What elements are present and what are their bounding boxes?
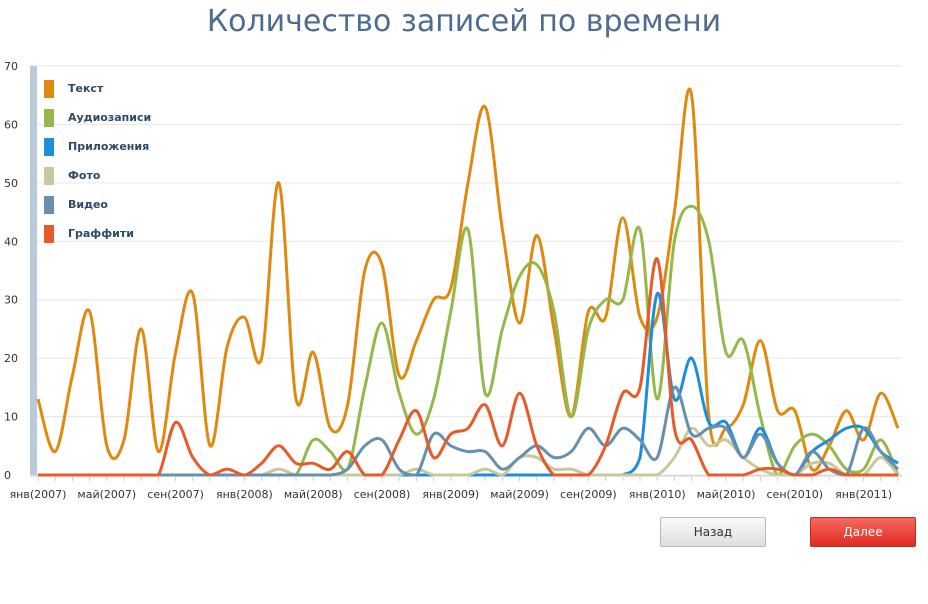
next-button[interactable]: Далее xyxy=(810,517,916,547)
y-tick-label: 60 xyxy=(4,118,18,131)
legend-label: Аудиозаписи xyxy=(68,111,152,124)
x-tick-label: сен(2010) xyxy=(767,488,824,501)
x-tick-label: сен(2007) xyxy=(147,488,204,501)
y-tick-label: 0 xyxy=(4,469,11,482)
legend-swatch xyxy=(44,166,54,185)
legend-item[interactable]: Текст xyxy=(44,74,151,103)
x-tick-label: янв(2010) xyxy=(629,488,686,501)
x-tick-label: май(2007) xyxy=(77,488,136,501)
x-tick-label: янв(2007) xyxy=(10,488,67,501)
x-tick-label: май(2010) xyxy=(697,488,756,501)
x-tick-label: янв(2008) xyxy=(216,488,273,501)
legend-item[interactable]: Приложения xyxy=(44,132,151,161)
legend: Текст Аудиозаписи Приложения Фото Видео Графф… xyxy=(44,74,151,248)
legend-label: Фото xyxy=(68,169,101,182)
legend-swatch xyxy=(44,79,54,98)
legend-label: Текст xyxy=(68,82,104,95)
legend-item[interactable]: Граффити xyxy=(44,219,151,248)
x-tick-label: май(2009) xyxy=(490,488,549,501)
y-tick-label: 50 xyxy=(4,177,18,190)
legend-label: Приложения xyxy=(68,140,150,153)
y-tick-label: 30 xyxy=(4,294,18,307)
legend-item[interactable]: Видео xyxy=(44,190,151,219)
y-axis-bar xyxy=(30,66,37,475)
x-tick-label: янв(2009) xyxy=(422,488,479,501)
y-tick-label: 20 xyxy=(4,352,18,365)
series-line-4 xyxy=(37,385,900,477)
chart-title: Количество записей по времени xyxy=(206,4,722,39)
series-line-5 xyxy=(37,257,898,477)
back-button[interactable]: Назад xyxy=(660,517,766,547)
legend-label: Граффити xyxy=(68,227,134,240)
series-line-0 xyxy=(36,87,900,472)
x-tick-label: сен(2009) xyxy=(560,488,617,501)
legend-swatch xyxy=(44,108,54,127)
x-tick-label: сен(2008) xyxy=(354,488,411,501)
legend-swatch xyxy=(44,224,54,243)
y-tick-label: 40 xyxy=(4,235,18,248)
x-tick-label: янв(2011) xyxy=(835,488,892,501)
y-tick-label: 10 xyxy=(4,411,18,424)
legend-item[interactable]: Фото xyxy=(44,161,151,190)
series-line-1 xyxy=(37,204,900,477)
legend-swatch xyxy=(44,195,54,214)
y-tick-label: 70 xyxy=(4,60,18,73)
legend-label: Видео xyxy=(68,198,108,211)
legend-swatch xyxy=(44,137,54,156)
legend-item[interactable]: Аудиозаписи xyxy=(44,103,151,132)
x-tick-label: май(2008) xyxy=(284,488,343,501)
